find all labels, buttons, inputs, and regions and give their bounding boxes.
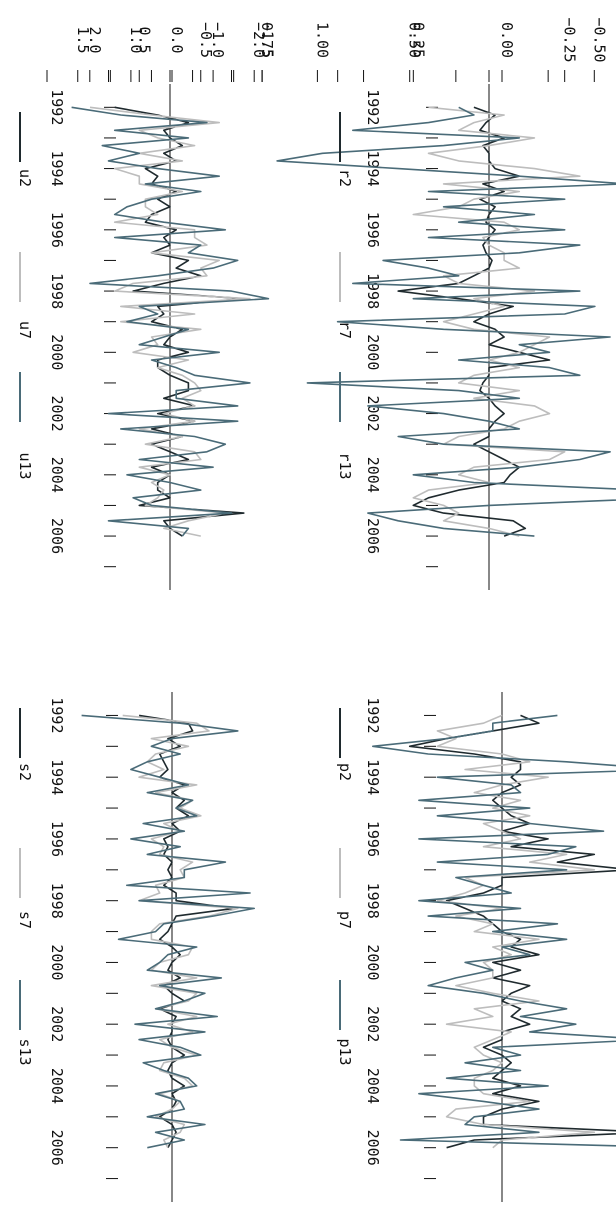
legend-label-s2: s2	[16, 763, 34, 781]
ytick-label-p: 0.50	[406, 22, 424, 58]
series-line-p7	[436, 714, 596, 1149]
xtick-label-p: 2004	[364, 1068, 382, 1104]
ytick-label-s: 2.0	[86, 26, 104, 53]
xtick-label-r: 2000	[364, 334, 382, 370]
series-line-p13	[371, 714, 616, 1147]
series-line-s13	[81, 714, 255, 1149]
legend-label-r13: r13	[336, 452, 354, 479]
xtick-label-r: 2004	[364, 457, 382, 493]
ytick-label-u: 1.5	[74, 26, 92, 53]
xtick-label-u: 1992	[48, 89, 66, 125]
legend-label-u13: u13	[16, 452, 34, 479]
ytick-label-u: −1.5	[258, 22, 276, 58]
series-line-r7	[412, 106, 581, 537]
xtick-label-u: 1996	[48, 212, 66, 248]
xtick-label-p: 2000	[364, 944, 382, 980]
ytick-label-r: 0.75	[258, 22, 276, 58]
xtick-label-s: 1992	[48, 697, 66, 733]
xtick-label-p: 1998	[364, 883, 382, 919]
series-line-r2	[397, 106, 551, 537]
legend-label-s7: s7	[16, 911, 34, 929]
series-line-r13	[276, 106, 616, 537]
legend-label-s13: s13	[16, 1038, 34, 1065]
ytick-label-r: −0.25	[561, 17, 579, 62]
ytick-label-s: 0.0	[168, 26, 186, 53]
xtick-label-s: 2006	[48, 1130, 66, 1166]
series-line-u7	[89, 106, 251, 537]
xtick-label-p: 2002	[364, 1006, 382, 1042]
panel-s: −2.0 −1.0 0.0 1.0 2.0 1992 1994 1996 1998 2000 200…	[16, 22, 268, 1202]
series-line-u13	[71, 106, 270, 537]
legend-label-r7: r7	[336, 321, 354, 339]
xtick-label-u: 1994	[48, 151, 66, 187]
xtick-label-s: 2002	[48, 1006, 66, 1042]
ytick-label-u: 0.5	[135, 26, 153, 53]
ytick-label-r: 0.25	[409, 22, 427, 58]
xtick-label-p: 1992	[364, 697, 382, 733]
ytick-label-s: −1.0	[209, 22, 227, 58]
xtick-label-u: 2004	[48, 457, 66, 493]
xtick-label-u: 2002	[48, 396, 66, 432]
legend-label-p7: p7	[336, 911, 354, 929]
xtick-label-r: 1998	[364, 273, 382, 309]
legend-label-u2: u2	[16, 169, 34, 187]
ytick-label-p: −0.50	[590, 17, 608, 62]
xtick-label-u: 1998	[48, 273, 66, 309]
panel-p: −1.00−0.500.000.501.00199219941996199820…	[313, 17, 616, 1202]
ytick-label-p: 1.00	[313, 22, 331, 58]
xtick-label-u: 2000	[48, 334, 66, 370]
xtick-label-r: 1992	[364, 89, 382, 125]
ytick-label-u: −0.5	[197, 22, 215, 58]
ytick-label-p: 0.00	[498, 22, 516, 58]
legend-label-u7: u7	[16, 321, 34, 339]
xtick-label-p: 1996	[364, 821, 382, 857]
xtick-label-r: 2006	[364, 518, 382, 554]
xtick-label-r: 1994	[364, 151, 382, 187]
panel-u: −1.5 −0.5 0.5 1.5 1992 1994 1996 1998 2000 2002 20…	[16, 22, 276, 590]
ytick-label-s: −2.0	[250, 22, 268, 58]
legend-label-r2: r2	[336, 169, 354, 187]
xtick-label-s: 1998	[48, 883, 66, 919]
series-line-s7	[122, 714, 239, 1149]
xtick-label-s: 2004	[48, 1068, 66, 1104]
xtick-label-p: 1994	[364, 759, 382, 795]
xtick-label-s: 1994	[48, 759, 66, 795]
xtick-label-u: 2006	[48, 518, 66, 554]
legend-label-p2: p2	[336, 763, 354, 781]
xtick-label-p: 2006	[364, 1130, 382, 1166]
panel-r: −0.75−0.250.250.751992199419961998200020…	[258, 17, 616, 590]
xtick-label-r: 2002	[364, 396, 382, 432]
xtick-label-r: 1996	[364, 212, 382, 248]
xtick-label-s: 1996	[48, 821, 66, 857]
ytick-label-s: 1.0	[127, 26, 145, 53]
legend-label-p13: p13	[336, 1038, 354, 1065]
xtick-label-s: 2000	[48, 944, 66, 980]
